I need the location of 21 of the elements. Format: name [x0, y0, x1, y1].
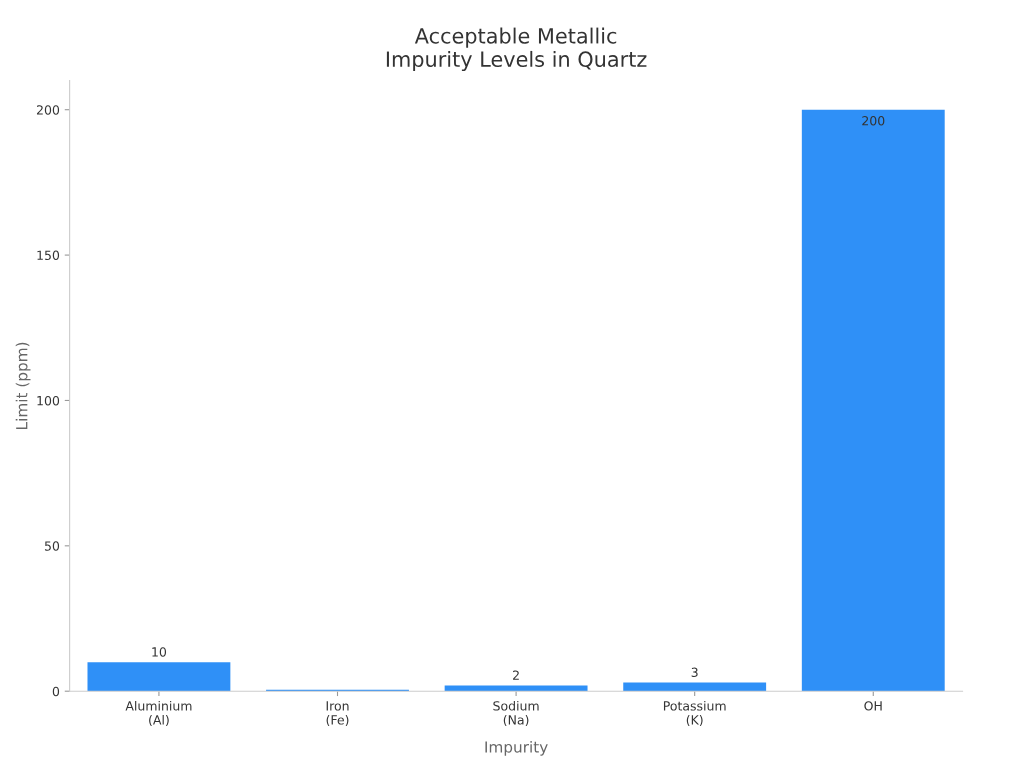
data-label: 3: [691, 667, 698, 677]
data-label: 2: [513, 670, 519, 680]
y-tick-label: 50: [44, 541, 60, 551]
x-tick-label: Iron (Fe): [326, 701, 349, 727]
data-label: 200: [862, 116, 885, 126]
y-tick-label: 150: [37, 250, 60, 261]
data-label: 10: [152, 647, 167, 657]
bar: [623, 682, 767, 692]
x-tick-label: Aluminium (Al): [125, 700, 192, 727]
x-tick-label: Potassium (K): [663, 700, 726, 727]
y-axis-title: Limit (ppm): [15, 342, 31, 429]
y-tick-label: 0: [52, 686, 60, 697]
bar: [444, 685, 588, 692]
x-axis-title: Impurity: [485, 740, 548, 756]
bar: [801, 109, 945, 692]
x-tick-label: OH: [864, 701, 882, 711]
bar: [87, 662, 231, 692]
chart-title: Acceptable Metallic Impurity Levels in Quartz: [386, 27, 647, 72]
y-tick-label: 200: [36, 105, 60, 115]
x-tick-label: Sodium (Na): [493, 700, 539, 727]
y-tick-label: 100: [37, 395, 60, 406]
